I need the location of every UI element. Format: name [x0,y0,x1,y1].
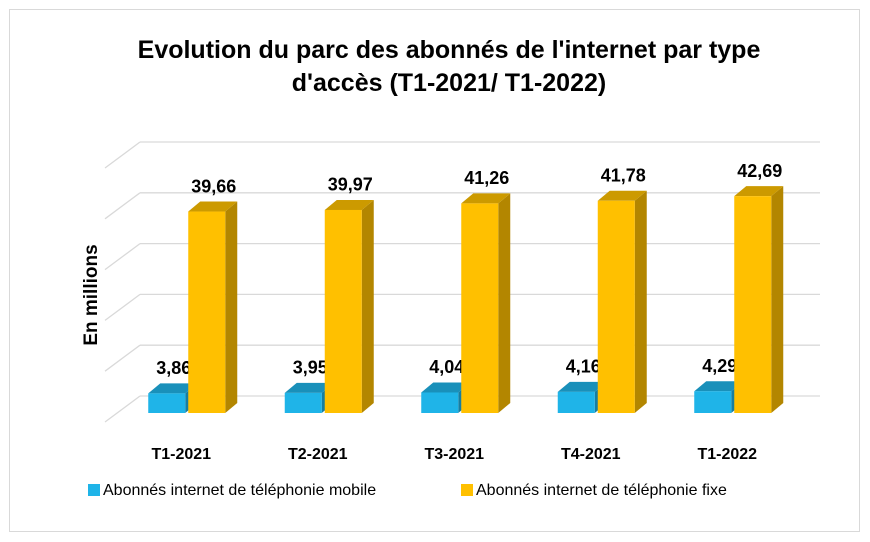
x-tick-label: T4-2021 [561,446,621,463]
bar [421,392,459,413]
data-label: 3,86 [156,358,191,378]
bar [597,200,635,413]
grid-line-side [104,293,141,321]
bar [324,209,362,413]
data-label: 39,66 [191,176,236,196]
bar-side [225,201,238,413]
bar-top [557,381,607,392]
data-label: 39,97 [328,175,373,195]
chart-frame [9,9,860,532]
bar-top [461,193,511,204]
grid-line-side [104,243,141,271]
legend-label: Abonnés internet de téléphonie fixe [476,482,727,499]
data-label: 41,26 [464,168,509,188]
bar-top [188,201,238,212]
bar-top [597,190,647,201]
bar [557,391,595,413]
bar-top [734,186,784,197]
bar-side [771,186,784,413]
data-label: 41,78 [601,166,646,186]
grid-line-side [104,395,141,423]
x-tick-label: T1-2021 [151,446,211,463]
grid-line-side [104,192,141,220]
bar [148,393,186,413]
data-label: 42,69 [737,161,782,181]
bar-top [421,382,471,393]
bar-side [361,199,374,413]
chart-title: Evolution du parc des abonnés de l'inter… [137,36,761,97]
legend-swatch [461,484,473,496]
legend-swatch [88,484,100,496]
bar [694,391,732,413]
bar-side [498,193,511,413]
grid-line-side [104,344,141,372]
bar-side [634,190,647,413]
bar-top [148,383,198,394]
x-tick-label: T1-2022 [697,446,757,463]
data-label: 3,95 [293,358,328,378]
y-axis-label: En millions [81,244,102,345]
bar [188,211,226,413]
data-label: 4,04 [429,357,464,377]
bar-top [324,199,374,210]
bar [734,196,772,413]
x-tick-label: T2-2021 [288,446,348,463]
grid-line-side [104,141,141,169]
legend-label: Abonnés internet de téléphonie mobile [103,482,376,499]
data-label: 4,16 [566,357,601,377]
bar [461,203,499,413]
x-tick-label: T3-2021 [424,446,484,463]
bar [284,392,322,413]
data-label: 4,29 [702,356,737,376]
bar-top [694,381,744,392]
bar-top [284,382,334,393]
